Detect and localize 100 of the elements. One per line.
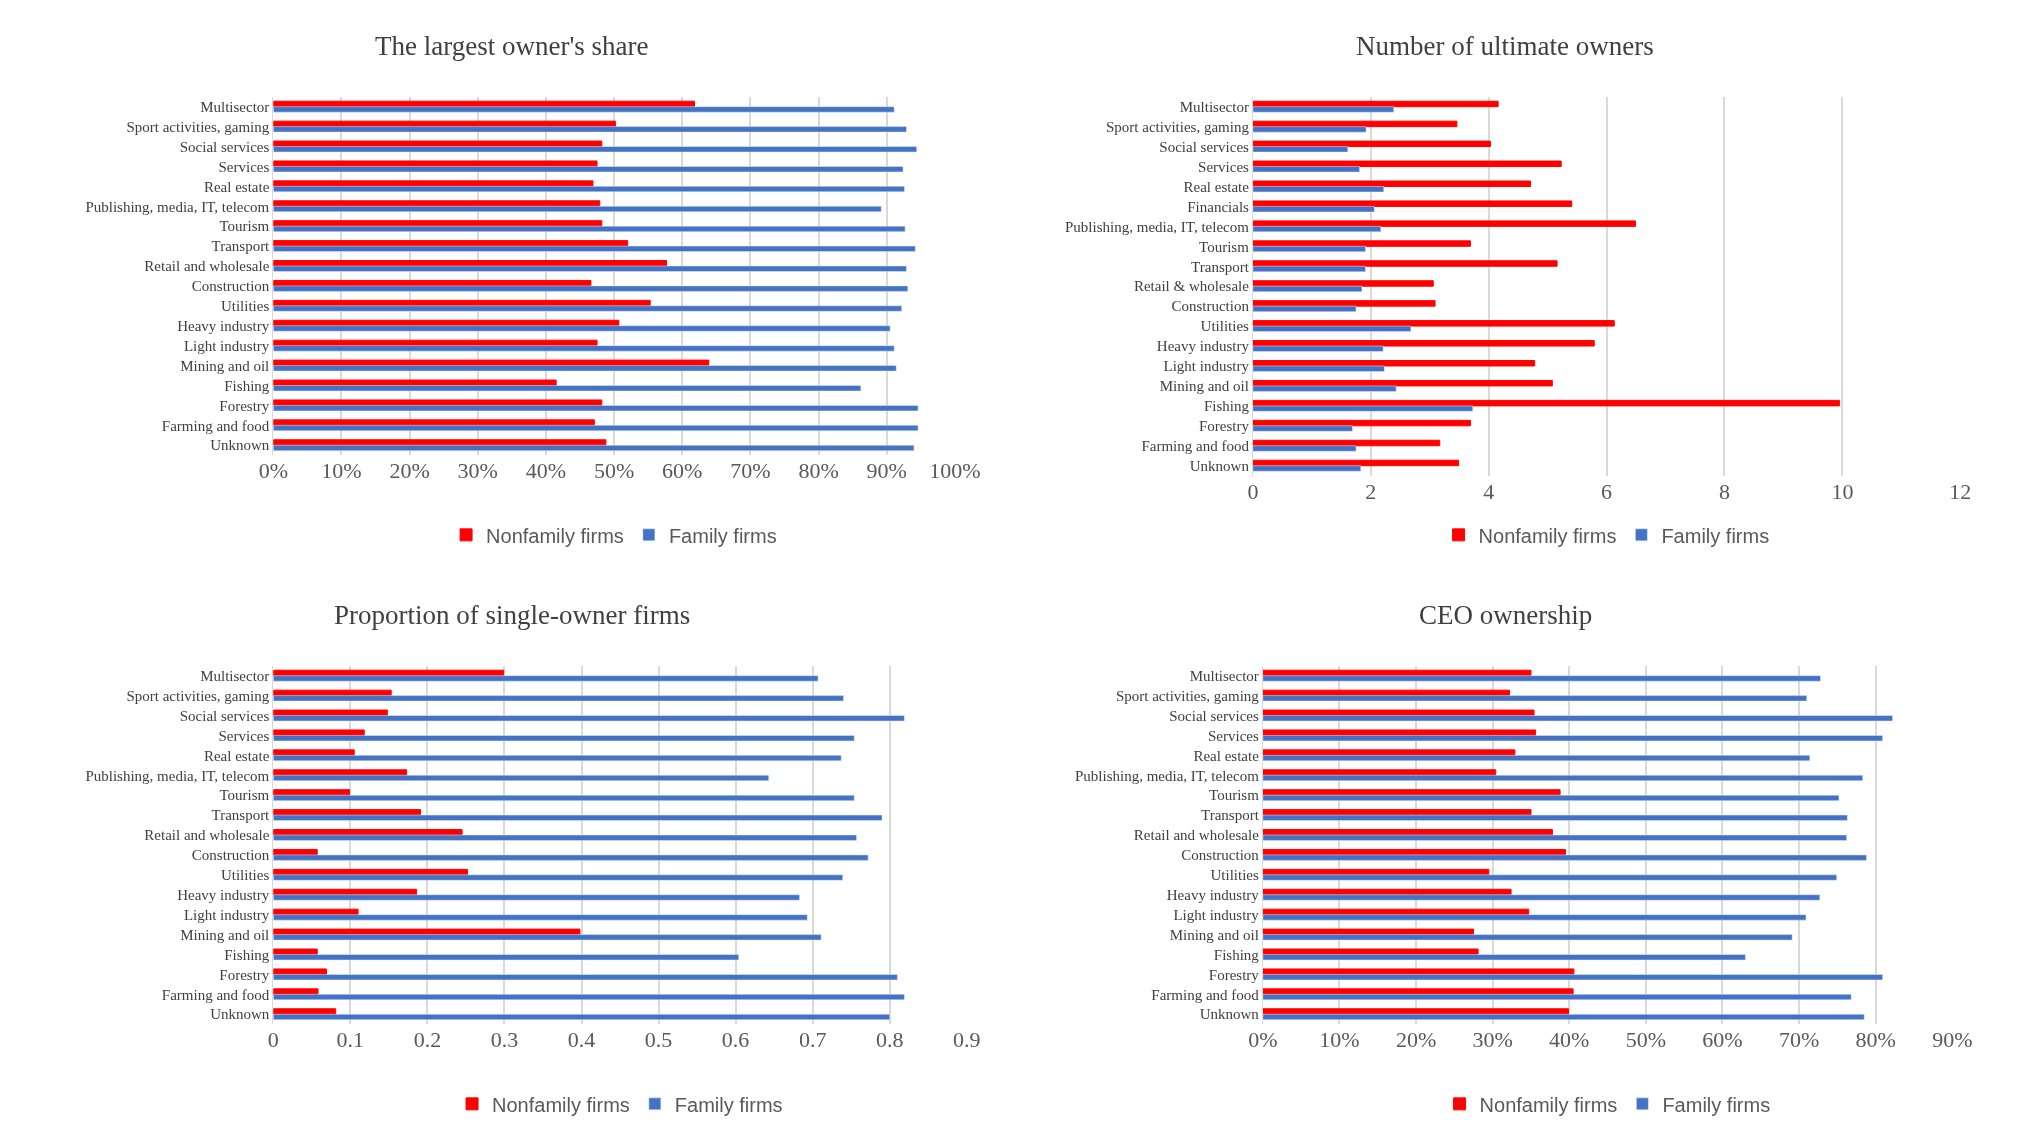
chart-title: CEO ownership: [1419, 600, 1593, 630]
bar: [273, 265, 907, 272]
bar: [273, 220, 603, 227]
bar: [273, 285, 909, 292]
bar: [273, 166, 904, 173]
x-tick-label: 0.8: [875, 1027, 904, 1053]
bar: [1252, 240, 1471, 247]
y-tick-label: Transport: [1201, 807, 1260, 824]
bar: [273, 206, 882, 212]
y-tick-label: Mining and oil: [180, 357, 270, 374]
y-tick-label: Forestry: [1208, 966, 1260, 983]
bar: [273, 814, 883, 821]
bar: [1262, 834, 1847, 841]
bar: [273, 789, 351, 796]
y-tick-label: Utilities: [220, 867, 270, 884]
bar: [1252, 425, 1353, 432]
bar: [1252, 280, 1434, 287]
y-tick-label: Construction: [191, 278, 270, 295]
bar: [273, 146, 917, 153]
bar: [1252, 220, 1636, 227]
bar: [273, 365, 897, 372]
bar: [1262, 695, 1808, 702]
x-tick-label: 20%: [389, 458, 430, 484]
bar: [1252, 345, 1384, 352]
y-tick-label: Unknown: [1189, 457, 1250, 474]
bar: [273, 106, 895, 113]
bar: [273, 994, 905, 1001]
bar: [1252, 246, 1366, 253]
bar: [1252, 379, 1553, 387]
bar: [1262, 755, 1811, 762]
x-tick-label: 4: [1483, 478, 1495, 504]
bar: [273, 689, 392, 697]
bar: [273, 749, 355, 756]
y-tick-label: Forestry: [1198, 418, 1250, 435]
bar: [273, 359, 710, 367]
y-tick-label: Farming and food: [161, 986, 270, 1003]
bar: [1252, 206, 1375, 213]
bar: [273, 695, 844, 702]
x-tick-label: 0.6: [721, 1027, 750, 1053]
y-tick-label: Construction: [191, 847, 270, 864]
y-tick-label: Multisector: [1179, 98, 1249, 115]
y-tick-label: Heavy industry: [177, 887, 270, 903]
y-tick-label: Social services: [179, 138, 270, 155]
y-tick-label: Light industry: [1163, 358, 1250, 375]
bar: [273, 245, 916, 252]
y-tick-label: Farming and food: [161, 417, 270, 434]
chart-title: Proportion of single-owner firms: [334, 600, 691, 630]
bar: [1252, 106, 1395, 113]
x-tick-label: 80%: [798, 458, 839, 484]
x-tick-label: 0: [1247, 478, 1259, 504]
y-tick-label: Financials: [1187, 198, 1250, 215]
bar: [273, 914, 808, 921]
bar: [1262, 794, 1840, 801]
bar: [273, 120, 616, 128]
x-tick-label: 10%: [321, 458, 362, 484]
bar: [1252, 399, 1840, 407]
legend-label: Nonfamily firms: [1478, 524, 1617, 547]
bar: [273, 854, 869, 861]
bar: [1252, 340, 1595, 347]
y-tick-label: Light industry: [1173, 906, 1260, 923]
y-tick-label: Fishing: [224, 377, 270, 394]
bar: [273, 954, 739, 961]
y-tick-label: Mining and oil: [180, 926, 270, 943]
bar: [1252, 365, 1385, 372]
legend-label: Nonfamily firms: [1479, 1093, 1618, 1116]
bar: [1262, 789, 1561, 796]
y-tick-label: Services: [218, 158, 270, 175]
x-tick-label: 10%: [1319, 1027, 1360, 1053]
y-tick-label: Transport: [211, 807, 271, 824]
y-tick-label: Forestry: [219, 397, 270, 414]
y-tick-label: Transport: [211, 238, 271, 255]
bar: [273, 444, 915, 451]
legend-label: Family firms: [1661, 524, 1770, 547]
x-tick-label: 90%: [1932, 1027, 1973, 1053]
bar: [1262, 968, 1575, 975]
x-tick-label: 40%: [525, 458, 567, 484]
y-tick-label: Unknown: [210, 1006, 270, 1023]
y-tick-label: Unknown: [1199, 1006, 1260, 1023]
bar: [1262, 675, 1821, 682]
x-tick-label: 0.9: [953, 1027, 981, 1053]
bar: [1262, 814, 1848, 821]
bar: [273, 1013, 890, 1020]
x-tick-label: 0.3: [490, 1027, 519, 1053]
y-tick-label: Light industry: [183, 337, 270, 354]
y-tick-label: Publishing, media, IT, telecom: [1065, 218, 1250, 235]
y-tick-label: Real estate: [203, 178, 270, 195]
y-tick-label: Retail and wholesale: [1133, 827, 1260, 844]
bar: [1252, 200, 1573, 207]
bar: [273, 928, 581, 936]
x-tick-label: 0.2: [413, 1027, 442, 1053]
y-tick-label: Publishing, media, IT, telecom: [85, 767, 270, 784]
y-tick-label: Fishing: [224, 946, 270, 963]
bar: [1252, 266, 1366, 272]
bar: [1252, 260, 1558, 267]
bar: [1262, 988, 1574, 995]
y-tick-label: Social services: [1169, 707, 1259, 724]
x-tick-label: 0.1: [336, 1027, 365, 1053]
bar: [1262, 874, 1837, 881]
y-tick-label: Fishing: [1203, 398, 1250, 415]
y-tick-label: Tourism: [1199, 238, 1250, 255]
